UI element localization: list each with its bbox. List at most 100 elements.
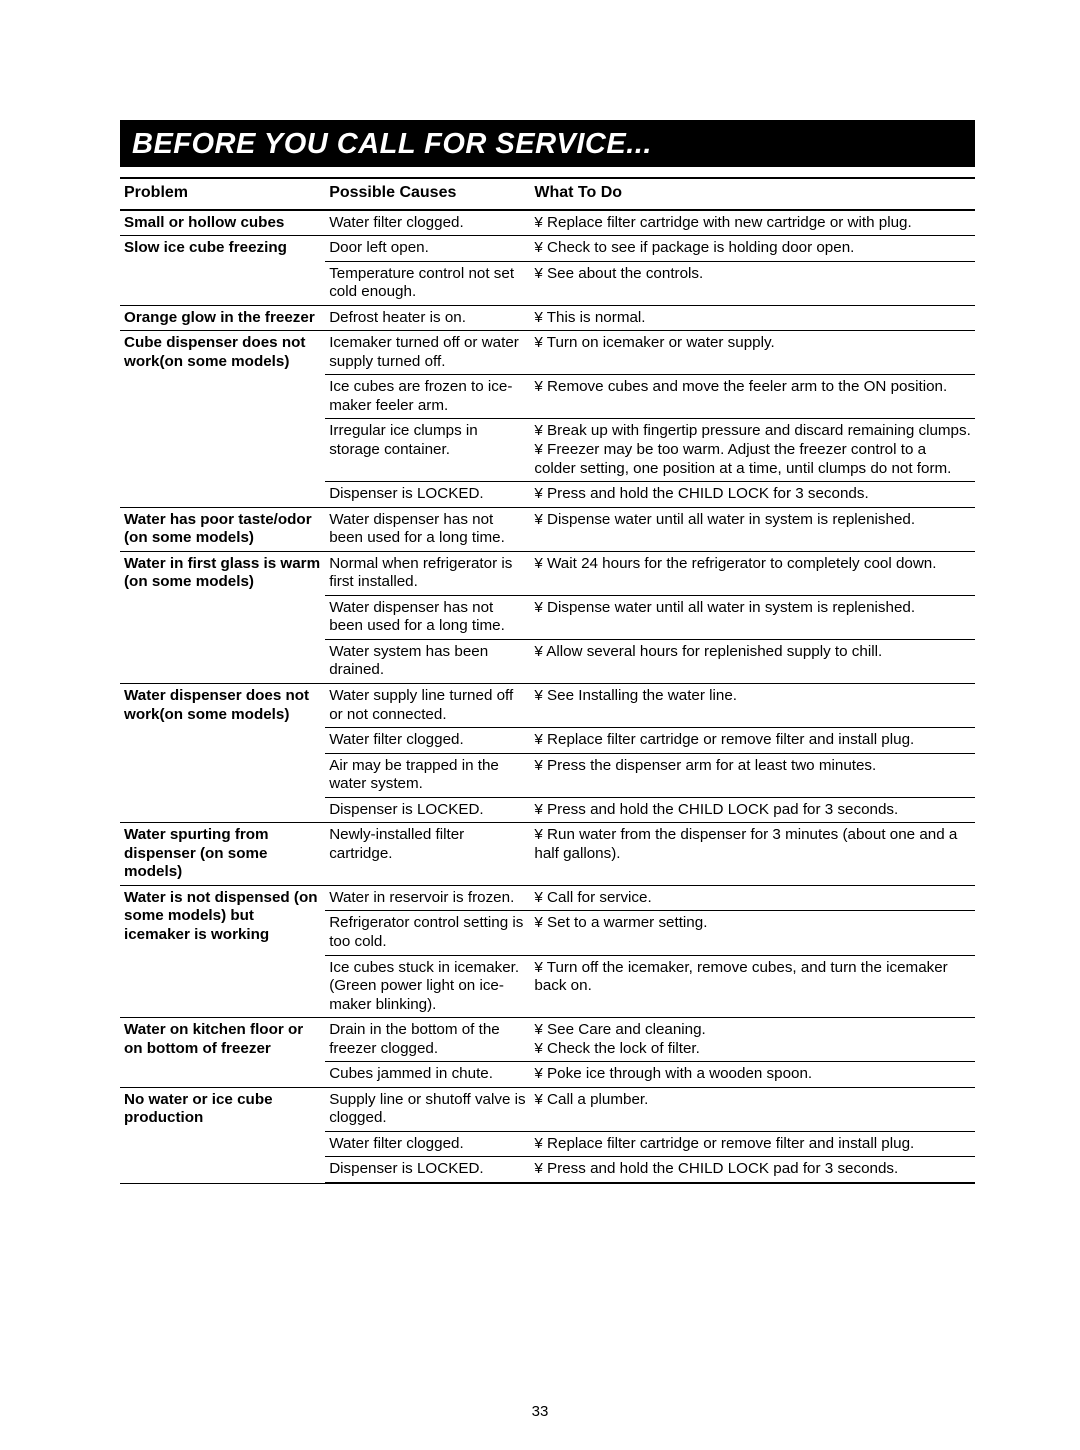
action-cell: ¥ Break up with fingertip pressure and d…	[530, 419, 975, 482]
col-todo: What To Do	[530, 178, 975, 210]
table-row: Water on kitchen floor or on bottom of f…	[120, 1018, 975, 1062]
table-row: Water spurting from dispenser (on some m…	[120, 823, 975, 886]
action-cell: ¥ Replace filter cartridge with new cart…	[530, 210, 975, 236]
action-cell: ¥ Dispense water until all water in syst…	[530, 507, 975, 551]
action-cell: ¥ Replace filter cartridge or remove fil…	[530, 728, 975, 754]
page: BEFORE YOU CALL FOR SERVICE... Problem P…	[0, 0, 1080, 1450]
action-line: ¥ See Installing the water line.	[534, 687, 971, 706]
action-line: ¥ Wait 24 hours for the refrigerator to …	[534, 555, 971, 574]
cause-cell: Water filter clogged.	[325, 728, 530, 754]
table-row: Small or hollow cubesWater filter clogge…	[120, 210, 975, 236]
action-cell: ¥ Call a plumber.	[530, 1087, 975, 1131]
table-body: Small or hollow cubesWater filter clogge…	[120, 210, 975, 1184]
action-cell: ¥ See Installing the water line.	[530, 684, 975, 728]
cause-cell: Cubes jammed in chute.	[325, 1062, 530, 1088]
action-line: ¥ Allow several hours for replenished su…	[534, 643, 971, 662]
action-line: ¥ Freezer may be too warm. Adjust the fr…	[534, 441, 971, 478]
action-line: ¥ See about the controls.	[534, 265, 971, 284]
action-cell: ¥ Check to see if package is holding doo…	[530, 236, 975, 262]
section-title: BEFORE YOU CALL FOR SERVICE...	[120, 120, 975, 167]
action-line: ¥ Press and hold the CHILD LOCK pad for …	[534, 1160, 971, 1179]
action-line: ¥ Poke ice through with a wooden spoon.	[534, 1065, 971, 1084]
cause-cell: Water system has been drained.	[325, 639, 530, 683]
action-line: ¥ Run water from the dispenser for 3 min…	[534, 826, 971, 863]
cause-cell: Ice cubes are frozen to ice-maker feeler…	[325, 375, 530, 419]
action-cell: ¥ This is normal.	[530, 305, 975, 331]
cause-cell: Air may be trapped in the water system.	[325, 753, 530, 797]
table-row: Water has poor taste/odor (on some model…	[120, 507, 975, 551]
action-line: ¥ Dispense water until all water in syst…	[534, 599, 971, 618]
action-line: ¥ Press the dispenser arm for at least t…	[534, 757, 971, 776]
cause-cell: Dispenser is LOCKED.	[325, 482, 530, 508]
cause-cell: Door left open.	[325, 236, 530, 262]
table-row: Orange glow in the freezerDefrost heater…	[120, 305, 975, 331]
action-line: ¥ See Care and cleaning.	[534, 1021, 971, 1040]
action-cell: ¥ Set to a warmer setting.	[530, 911, 975, 955]
table-row: Cube dispenser does not work(on some mod…	[120, 331, 975, 375]
action-cell: ¥ Remove cubes and move the feeler arm t…	[530, 375, 975, 419]
action-line: ¥ Turn off the icemaker, remove cubes, a…	[534, 959, 971, 996]
cause-cell: Temperature control not set cold enough.	[325, 261, 530, 305]
cause-cell: Water dispenser has not been used for a …	[325, 595, 530, 639]
problem-cell: Water in first glass is warm (on some mo…	[120, 551, 325, 683]
cause-cell: Defrost heater is on.	[325, 305, 530, 331]
table-row: No water or ice cube productionSupply li…	[120, 1087, 975, 1131]
action-cell: ¥ Turn off the icemaker, remove cubes, a…	[530, 955, 975, 1018]
action-line: ¥ Turn on icemaker or water supply.	[534, 334, 971, 353]
problem-cell: Cube dispenser does not work(on some mod…	[120, 331, 325, 507]
table-row: Water in first glass is warm (on some mo…	[120, 551, 975, 595]
problem-cell: Water dispenser does not work(on some mo…	[120, 684, 325, 823]
action-cell: ¥ Dispense water until all water in syst…	[530, 595, 975, 639]
cause-cell: Water in reservoir is frozen.	[325, 885, 530, 911]
action-cell: ¥ Run water from the dispenser for 3 min…	[530, 823, 975, 886]
cause-cell: Normal when refrigerator is first instal…	[325, 551, 530, 595]
cause-cell: Water dispenser has not been used for a …	[325, 507, 530, 551]
action-cell: ¥ Turn on icemaker or water supply.	[530, 331, 975, 375]
cause-cell: Supply line or shutoff valve is clogged.	[325, 1087, 530, 1131]
action-cell: ¥ Wait 24 hours for the refrigerator to …	[530, 551, 975, 595]
cause-cell: Water supply line turned off or not conn…	[325, 684, 530, 728]
cause-cell: Water filter clogged.	[325, 1131, 530, 1157]
table-row: Slow ice cube freezingDoor left open.¥ C…	[120, 236, 975, 262]
action-line: ¥ Dispense water until all water in syst…	[534, 511, 971, 530]
action-line: ¥ Replace filter cartridge with new cart…	[534, 214, 971, 233]
troubleshooting-table: Problem Possible Causes What To Do Small…	[120, 177, 975, 1184]
table-header-row: Problem Possible Causes What To Do	[120, 178, 975, 210]
cause-cell: Refrigerator control setting is too cold…	[325, 911, 530, 955]
action-cell: ¥ Poke ice through with a wooden spoon.	[530, 1062, 975, 1088]
problem-cell: Water has poor taste/odor (on some model…	[120, 507, 325, 551]
action-cell: ¥ Allow several hours for replenished su…	[530, 639, 975, 683]
action-line: ¥ Replace filter cartridge or remove fil…	[534, 1135, 971, 1154]
problem-cell: Water is not dispensed (on some models) …	[120, 885, 325, 1017]
page-number: 33	[0, 1403, 1080, 1420]
table-row: Water dispenser does not work(on some mo…	[120, 684, 975, 728]
cause-cell: Dispenser is LOCKED.	[325, 797, 530, 823]
action-line: ¥ Break up with fingertip pressure and d…	[534, 422, 971, 441]
action-line: ¥ Call a plumber.	[534, 1091, 971, 1110]
problem-cell: Slow ice cube freezing	[120, 236, 325, 306]
problem-cell: Water spurting from dispenser (on some m…	[120, 823, 325, 886]
action-line: ¥ This is normal.	[534, 309, 971, 328]
problem-cell: Orange glow in the freezer	[120, 305, 325, 331]
table-row: Water is not dispensed (on some models) …	[120, 885, 975, 911]
cause-cell: Ice cubes stuck in icemaker. (Green powe…	[325, 955, 530, 1018]
action-line: ¥ Replace filter cartridge or remove fil…	[534, 731, 971, 750]
action-line: ¥ Press and hold the CHILD LOCK for 3 se…	[534, 485, 971, 504]
col-problem: Problem	[120, 178, 325, 210]
problem-cell: Water on kitchen floor or on bottom of f…	[120, 1018, 325, 1088]
cause-cell: Drain in the bottom of the freezer clogg…	[325, 1018, 530, 1062]
action-cell: ¥ Call for service.	[530, 885, 975, 911]
cause-cell: Dispenser is LOCKED.	[325, 1157, 530, 1183]
action-cell: ¥ Press the dispenser arm for at least t…	[530, 753, 975, 797]
action-cell: ¥ See Care and cleaning.¥ Check the lock…	[530, 1018, 975, 1062]
cause-cell: Water filter clogged.	[325, 210, 530, 236]
action-cell: ¥ Press and hold the CHILD LOCK pad for …	[530, 1157, 975, 1183]
cause-cell: Irregular ice clumps in storage containe…	[325, 419, 530, 482]
action-line: ¥ Check to see if package is holding doo…	[534, 239, 971, 258]
action-cell: ¥ Replace filter cartridge or remove fil…	[530, 1131, 975, 1157]
action-cell: ¥ Press and hold the CHILD LOCK pad for …	[530, 797, 975, 823]
action-line: ¥ Call for service.	[534, 889, 971, 908]
action-cell: ¥ See about the controls.	[530, 261, 975, 305]
problem-cell: Small or hollow cubes	[120, 210, 325, 236]
col-causes: Possible Causes	[325, 178, 530, 210]
